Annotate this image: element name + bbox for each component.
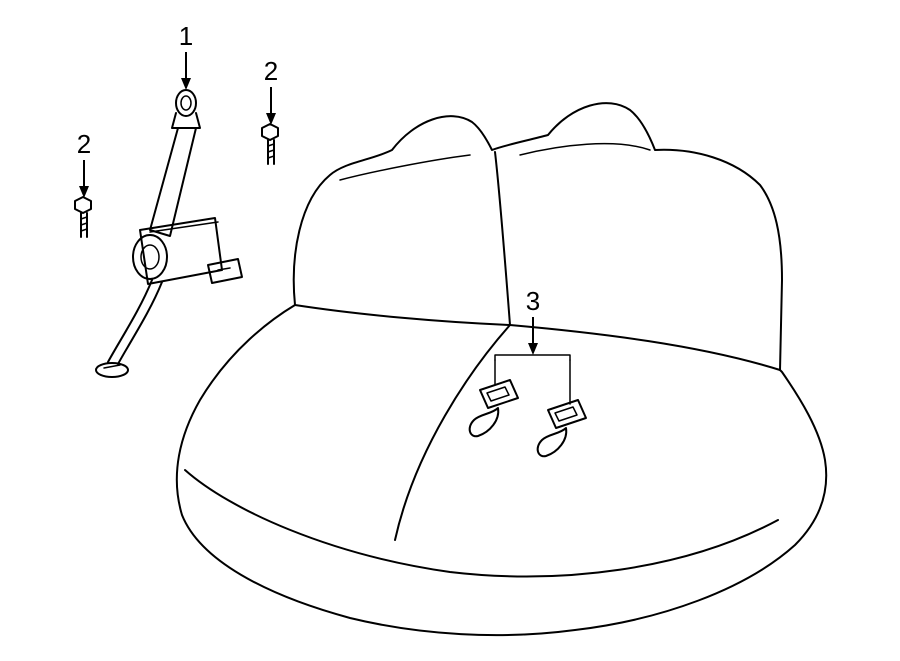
callout-2-lower: 2 <box>77 129 91 198</box>
callout-2-upper-label: 2 <box>264 56 278 86</box>
bolt-lower <box>75 197 91 237</box>
callout-2-lower-label: 2 <box>77 129 91 159</box>
callout-3-label: 3 <box>526 286 540 316</box>
callout-3: 3 <box>526 286 540 355</box>
callout-1-label: 1 <box>179 21 193 51</box>
bolt-upper <box>262 124 278 164</box>
seat-belt-retractor-assembly <box>96 90 242 377</box>
retractor-housing <box>133 218 222 284</box>
bench-seat <box>177 103 826 635</box>
seat-belt-buckle-left <box>470 380 518 436</box>
seat-belt-buckle-pair <box>470 355 586 456</box>
callout-2-upper: 2 <box>264 56 278 125</box>
seat-belt-buckle-right <box>538 400 586 456</box>
rear-seat-belt-diagram: 1 2 2 3 <box>0 0 900 661</box>
callout-1: 1 <box>179 21 193 90</box>
callouts: 1 2 2 3 <box>77 21 540 355</box>
